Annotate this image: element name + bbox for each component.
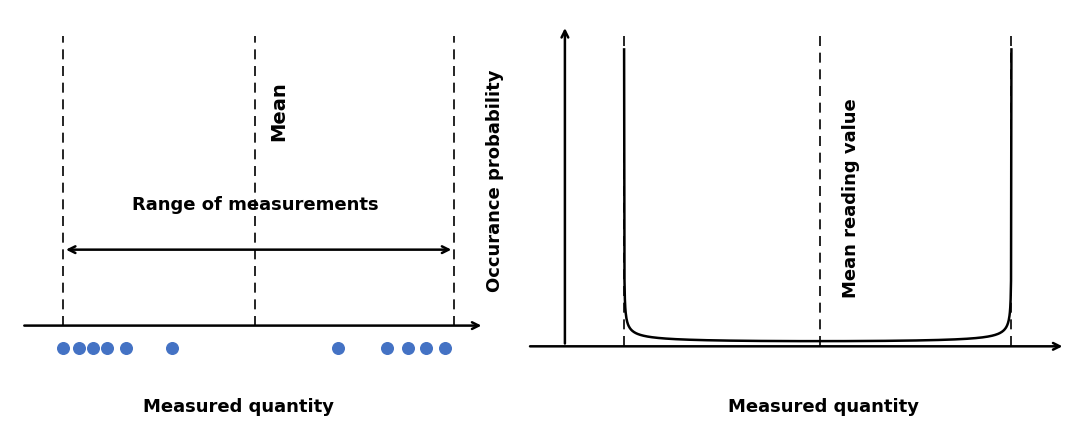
Point bbox=[85, 345, 102, 352]
Point bbox=[99, 345, 116, 352]
Text: Measured quantity: Measured quantity bbox=[143, 398, 335, 416]
Point bbox=[164, 345, 181, 352]
Text: Range of measurements: Range of measurements bbox=[132, 196, 379, 214]
Text: Occurance probability: Occurance probability bbox=[486, 69, 504, 292]
Point bbox=[436, 345, 453, 352]
Point bbox=[55, 345, 72, 352]
Point bbox=[417, 345, 435, 352]
Point bbox=[379, 345, 396, 352]
Text: Mean: Mean bbox=[269, 82, 288, 141]
Text: Measured quantity: Measured quantity bbox=[727, 398, 919, 416]
Text: Mean reading value: Mean reading value bbox=[841, 98, 860, 298]
Point bbox=[330, 345, 348, 352]
Point bbox=[71, 345, 88, 352]
Point bbox=[117, 345, 134, 352]
Point bbox=[399, 345, 416, 352]
